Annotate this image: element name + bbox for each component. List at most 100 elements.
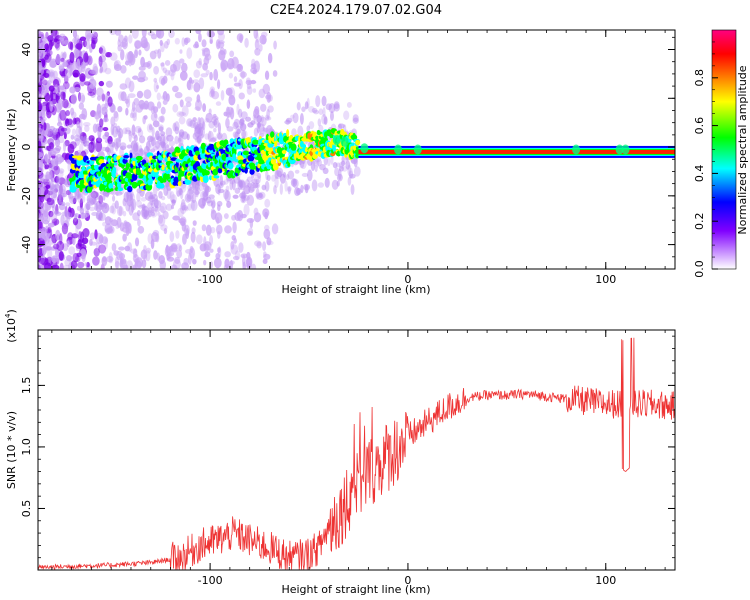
spectrogram-noise-cell — [118, 34, 124, 44]
spectrogram-noise-cell — [172, 59, 181, 72]
spectrogram-noise-cell — [41, 245, 47, 256]
spectrogram-halo-cell — [336, 173, 343, 182]
spectrogram-halo-cell — [322, 167, 329, 175]
spectrogram-noise-cell — [198, 32, 202, 43]
spectrogram-noise-cell — [104, 67, 112, 75]
stable-line-bump — [340, 136, 349, 147]
spectrogram-noise-cell — [136, 90, 144, 99]
spectrogram-noise-cell — [246, 230, 253, 236]
stable-line-core — [358, 149, 675, 154]
snr-multiplier-base: (x10 — [5, 318, 18, 343]
spectrogram-noise-cell — [84, 124, 90, 133]
spectrogram-noise-cell — [152, 184, 158, 197]
spectrogram-noise-cell — [128, 51, 133, 58]
spectrogram-halo-cell — [335, 162, 341, 168]
spectrogram-noise-cell — [232, 255, 240, 261]
spectrogram-noise-cell — [39, 209, 47, 214]
spectrogram-halo-cell — [104, 203, 108, 209]
spectrogram-noise-cell — [51, 264, 60, 269]
spectrogram-noise-cell — [158, 214, 164, 224]
spectrogram-noise-cell — [108, 252, 113, 262]
spectrogram-noise-cell — [128, 223, 132, 234]
spectrogram-noise-cell — [122, 264, 129, 269]
spectrogram-noise-cell — [123, 35, 128, 43]
spectrogram-noise-cell — [148, 124, 153, 131]
spectrogram-track-cell — [129, 152, 133, 160]
spectrogram-halo-cell — [238, 108, 243, 119]
spectrogram-noise-cell — [138, 49, 142, 56]
spectrogram-halo-cell — [190, 199, 198, 211]
spectrogram-track-cell — [247, 154, 255, 162]
spectrogram-noise-cell — [104, 131, 110, 137]
spectrogram-noise-cell — [216, 41, 225, 49]
spectrogram-noise-cell — [105, 80, 113, 88]
x-tick-label: 0 — [404, 574, 411, 587]
spectrogram-noise-cell — [174, 256, 181, 265]
spectrogram-track-cell — [249, 165, 257, 170]
spectrogram-noise-cell — [246, 194, 255, 206]
snr-multiplier: (x104) — [4, 309, 18, 343]
spectrogram-halo-cell — [347, 164, 352, 177]
spectrogram-track-cell — [272, 162, 279, 171]
spectrogram-noise-cell — [216, 224, 223, 235]
spectrogram-panel: -100 0 100 -40 -20 0 20 40 Height of straight … — [5, 29, 676, 296]
spectrogram-halo-cell — [135, 199, 143, 208]
spectrogram-halo-cell — [187, 185, 192, 191]
spectrogram-noise-cell — [44, 138, 48, 145]
spectrogram-noise-cell — [164, 59, 171, 66]
spectrogram-track-cell — [112, 173, 116, 179]
spectrogram-halo-cell — [55, 145, 62, 151]
spectrogram-noise-cell — [133, 134, 138, 142]
spectrogram-halo-cell — [50, 162, 54, 171]
spectrogram-noise-cell — [69, 51, 75, 64]
spectrogram-noise-cell — [176, 243, 182, 250]
spectrogram-noise-cell — [50, 89, 54, 102]
spectrogram-halo-cell — [250, 120, 256, 126]
spectrogram-noise-cell — [245, 256, 253, 268]
spectrogram-noise-cell — [220, 89, 225, 101]
spectrogram-halo-cell — [102, 134, 109, 140]
spectrogram-noise-cell — [133, 39, 142, 49]
spectrogram-noise-cell — [81, 94, 86, 103]
spectrogram-noise-cell — [212, 113, 217, 119]
spectrogram-noise-cell — [38, 201, 42, 208]
spectrogram-noise-cell — [168, 30, 175, 39]
spectrogram-halo-cell — [286, 185, 292, 192]
spectrogram-x-ticks: -100 0 100 — [51, 30, 666, 286]
spectrogram-halo-cell — [116, 125, 121, 133]
spectrogram-noise-cell — [51, 150, 57, 156]
spectrogram-noise-cell — [271, 223, 279, 235]
spectrogram-frame — [37, 29, 676, 270]
spectrogram-noise-cell — [262, 127, 270, 132]
x-tick-label: 0 — [404, 273, 411, 286]
spectrogram-noise-cell — [205, 112, 214, 123]
spectrogram-track-cell — [244, 167, 248, 174]
colorbar-gradient — [712, 30, 736, 269]
spectrogram-x-axis-label: Height of straight line (km) — [281, 283, 430, 296]
spectrogram-track-cell — [175, 161, 179, 168]
spectrogram-halo-cell — [346, 102, 352, 108]
spectrogram-track-cell — [123, 155, 130, 159]
spectrogram-halo-cell — [285, 117, 293, 123]
spectrogram-noise-cell — [79, 73, 86, 82]
spectrogram-noise-cell — [237, 63, 242, 71]
spectrogram-noise-cell — [57, 156, 65, 163]
spectrogram-noise-cell — [52, 243, 60, 250]
spectrogram-noise-cell — [246, 86, 253, 95]
spectrogram-noise-cell — [50, 246, 58, 251]
spectrogram-noise-cell — [66, 254, 73, 262]
spectrogram-noise-cell — [46, 46, 51, 58]
spectrogram-halo-cell — [290, 114, 295, 119]
spectrogram-noise-cell — [266, 237, 272, 246]
spectrogram-noise-cell — [168, 69, 176, 77]
spectrogram-noise-cell — [201, 49, 205, 57]
stable-line-bump — [572, 144, 581, 155]
spectrogram-noise-cell — [71, 111, 77, 119]
spectrogram-halo-cell — [347, 176, 352, 186]
spectrogram-noise-cell — [153, 206, 161, 213]
spectrogram-halo-cell — [179, 202, 187, 215]
snr-frame — [37, 329, 676, 571]
spectrogram-noise-cell — [205, 224, 212, 236]
spectrogram-halo-cell — [306, 97, 310, 109]
spectrogram-halo-cell — [214, 117, 219, 128]
